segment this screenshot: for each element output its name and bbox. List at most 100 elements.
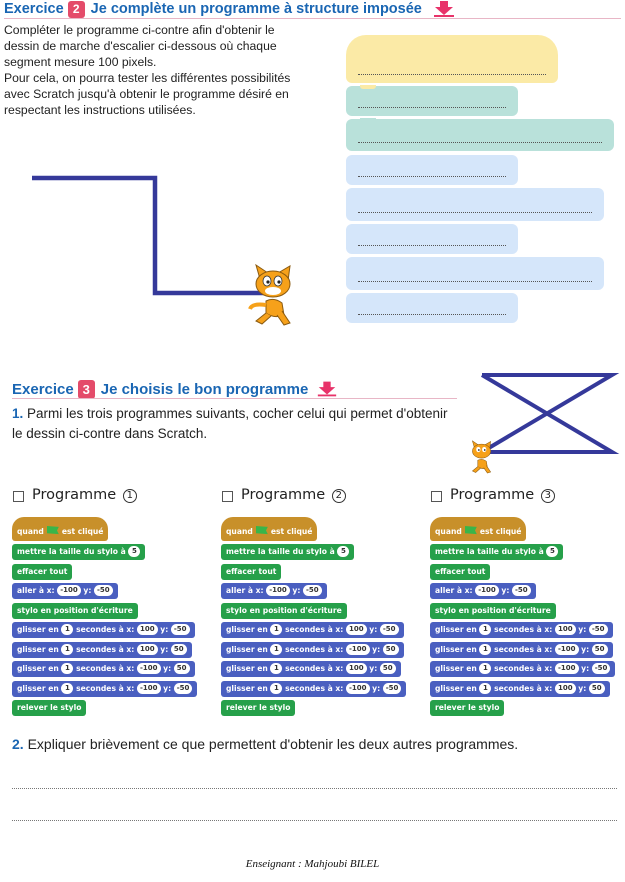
glide-block: glisser en 1 secondes à x: -100 y: -50 (12, 680, 198, 697)
value-oval: 1 (61, 663, 74, 674)
program-slot[interactable] (346, 118, 614, 151)
question1-line: le dessin ci-contre dans Scratch. (12, 426, 208, 441)
value-oval: -50 (173, 682, 193, 694)
glide-block: glisser en 1 secondes à x: 100 y: 50 (221, 661, 401, 677)
question1-number: 1. (12, 406, 24, 421)
instruction-line: Compléter le programme ci-contre afin d'… (4, 23, 275, 37)
clear-block: effacer tout (221, 563, 282, 580)
hourglass-drawing (480, 373, 620, 454)
value-oval: -50 (303, 585, 322, 596)
glide-block: glisser en 1 secondes à x: 100 y: -50 (430, 622, 613, 638)
program-slot[interactable] (346, 257, 604, 290)
value-oval: -100 (57, 585, 81, 596)
value-oval: 1 (479, 643, 492, 655)
value-oval: 1 (61, 624, 74, 635)
set-pen-size-block: mettre la taille du stylo à 5 (12, 544, 146, 560)
value-oval: 1 (270, 643, 283, 655)
pen-up-block: relever le stylo (221, 700, 296, 716)
glide-block: glisser en 1 secondes à x: -100 y: 50 (12, 661, 195, 677)
pen-up-block: relever le stylo (430, 700, 505, 716)
value-oval: 100 (345, 663, 367, 674)
value-oval: 50 (382, 643, 399, 655)
program2-checkbox[interactable] (222, 491, 233, 502)
value-oval: -100 (136, 682, 161, 694)
instruction-line: respectant les instructions utilisées. (4, 103, 196, 117)
value-oval: 5 (337, 546, 350, 557)
value-oval: 50 (170, 643, 187, 655)
glide-block: glisser en 1 secondes à x: -100 y: 50 (430, 641, 613, 658)
clear-block: effacer tout (12, 563, 73, 580)
value-oval: -50 (512, 585, 531, 596)
green-flag-icon (464, 526, 477, 535)
exercise2-word: Exercice (4, 1, 64, 17)
exercise3-number-badge: 3 (77, 379, 95, 399)
when-flag-clicked-block: quand est cliqué (430, 517, 527, 541)
download-arrow-icon (433, 1, 454, 17)
program2-number: 2 (331, 489, 346, 503)
set-pen-size-block: mettre la taille du stylo à 5 (430, 544, 564, 560)
instruction-line: segment mesure 100 pixels. (4, 55, 157, 69)
program-slot[interactable] (346, 155, 518, 185)
value-oval: 1 (479, 624, 492, 635)
value-oval: 100 (554, 682, 576, 694)
program-slot[interactable] (346, 293, 518, 323)
value-oval: 1 (270, 624, 283, 635)
value-oval: 50 (173, 663, 190, 674)
exercise3-word: Exercice (12, 380, 74, 398)
pen-down-block: stylo en position d'écriture (430, 602, 556, 619)
question2-text: Expliquer brièvement ce que permettent d… (27, 736, 519, 752)
program-slot[interactable] (346, 85, 518, 116)
value-oval: 1 (270, 663, 283, 674)
value-oval: 100 (136, 643, 158, 655)
exercise2-number-badge: 2 (67, 0, 85, 18)
answer-line[interactable] (12, 820, 617, 821)
value-oval: 100 (136, 624, 158, 635)
goto-xy-block: aller à x: -100 y: -50 (430, 583, 536, 599)
event-slot[interactable] (346, 35, 558, 83)
program1-checkbox[interactable] (13, 491, 24, 502)
clear-block: effacer tout (430, 563, 491, 580)
value-oval: 50 (588, 682, 605, 694)
glide-block: glisser en 1 secondes à x: 100 y: 50 (430, 680, 610, 697)
question1-line: Parmi les trois programmes suivants, coc… (27, 406, 448, 421)
value-oval: 100 (554, 624, 576, 635)
pen-down-block: stylo en position d'écriture (221, 602, 347, 619)
instruction-line: Pour cela, on pourra tester les différen… (4, 71, 291, 85)
value-oval: -100 (475, 585, 499, 596)
value-oval: 1 (270, 682, 283, 694)
program1-label: Programme 1 (32, 487, 137, 503)
value-oval: 1 (479, 682, 492, 694)
value-oval: 1 (61, 643, 74, 655)
value-oval: 1 (479, 663, 492, 674)
value-oval: 5 (546, 546, 559, 557)
when-flag-clicked-block: quand est cliqué (221, 517, 318, 541)
value-oval: -100 (345, 643, 370, 655)
scratch-cat-sprite (248, 263, 291, 326)
exercise3-title: Je choisis le bon programme (100, 380, 309, 398)
value-oval: -50 (588, 624, 608, 635)
exercise2-header: Exercice 2 Je complète un programme à st… (4, 0, 456, 18)
answer-line[interactable] (12, 788, 617, 789)
when-flag-clicked-block: quand est cliqué (12, 517, 109, 541)
program3-checkbox[interactable] (431, 491, 442, 502)
instruction-line: dessin de marche d'escalier ci-dessous o… (4, 39, 277, 53)
pen-up-block: relever le stylo (12, 700, 87, 716)
value-oval: -50 (382, 682, 402, 694)
exercise3-header: Exercice 3 Je choisis le bon programme (12, 379, 338, 399)
program-slot[interactable] (346, 188, 604, 221)
value-oval: -100 (266, 585, 290, 596)
scratch-cat-sprite (471, 440, 492, 474)
glide-block: glisser en 1 secondes à x: -100 y: 50 (221, 641, 404, 658)
value-oval: 1 (61, 682, 74, 694)
goto-xy-block: aller à x: -100 y: -50 (12, 583, 118, 599)
value-oval: 100 (345, 624, 367, 635)
set-pen-size-block: mettre la taille du stylo à 5 (221, 544, 355, 560)
program2-label: Programme 2 (241, 487, 346, 503)
value-oval: -50 (94, 585, 113, 596)
question1: 1. Parmi les trois programmes suivants, … (12, 404, 462, 444)
program3-number: 3 (540, 489, 555, 503)
green-flag-icon (46, 526, 59, 535)
program-slot[interactable] (346, 224, 518, 254)
instruction-line: avec Scratch jusqu'à obtenir le programm… (4, 87, 289, 101)
stair-drawing (32, 175, 272, 296)
